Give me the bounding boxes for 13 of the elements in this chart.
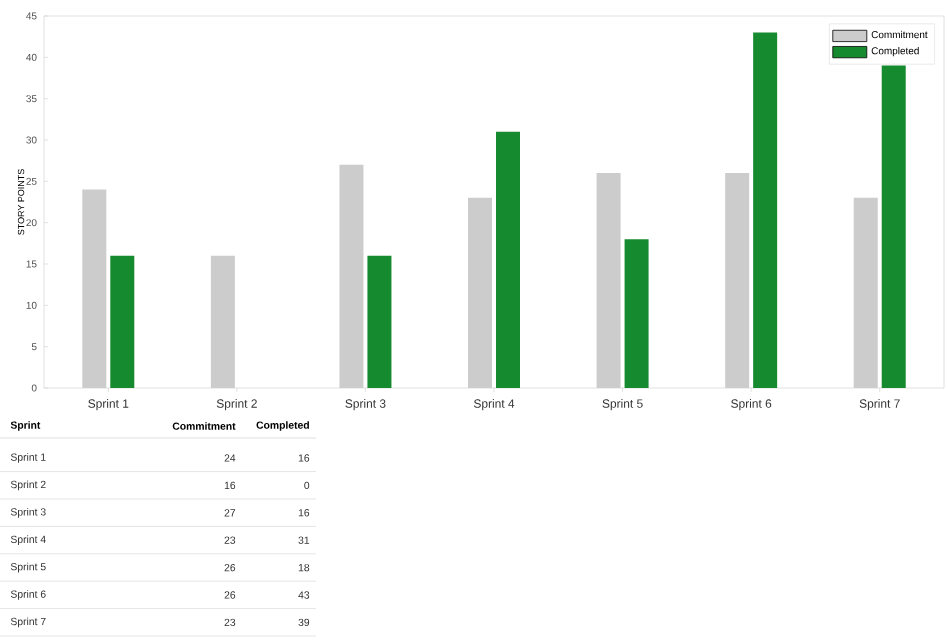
bar [367, 255, 392, 388]
bar [210, 255, 235, 388]
bar [496, 131, 520, 388]
bar [853, 197, 878, 388]
bar [725, 173, 750, 388]
bar [110, 255, 135, 388]
bar [596, 173, 621, 388]
bar [881, 65, 906, 388]
bar [624, 239, 649, 388]
bar [468, 197, 493, 388]
bar [753, 32, 778, 388]
bar [339, 164, 364, 388]
bar [82, 189, 107, 388]
